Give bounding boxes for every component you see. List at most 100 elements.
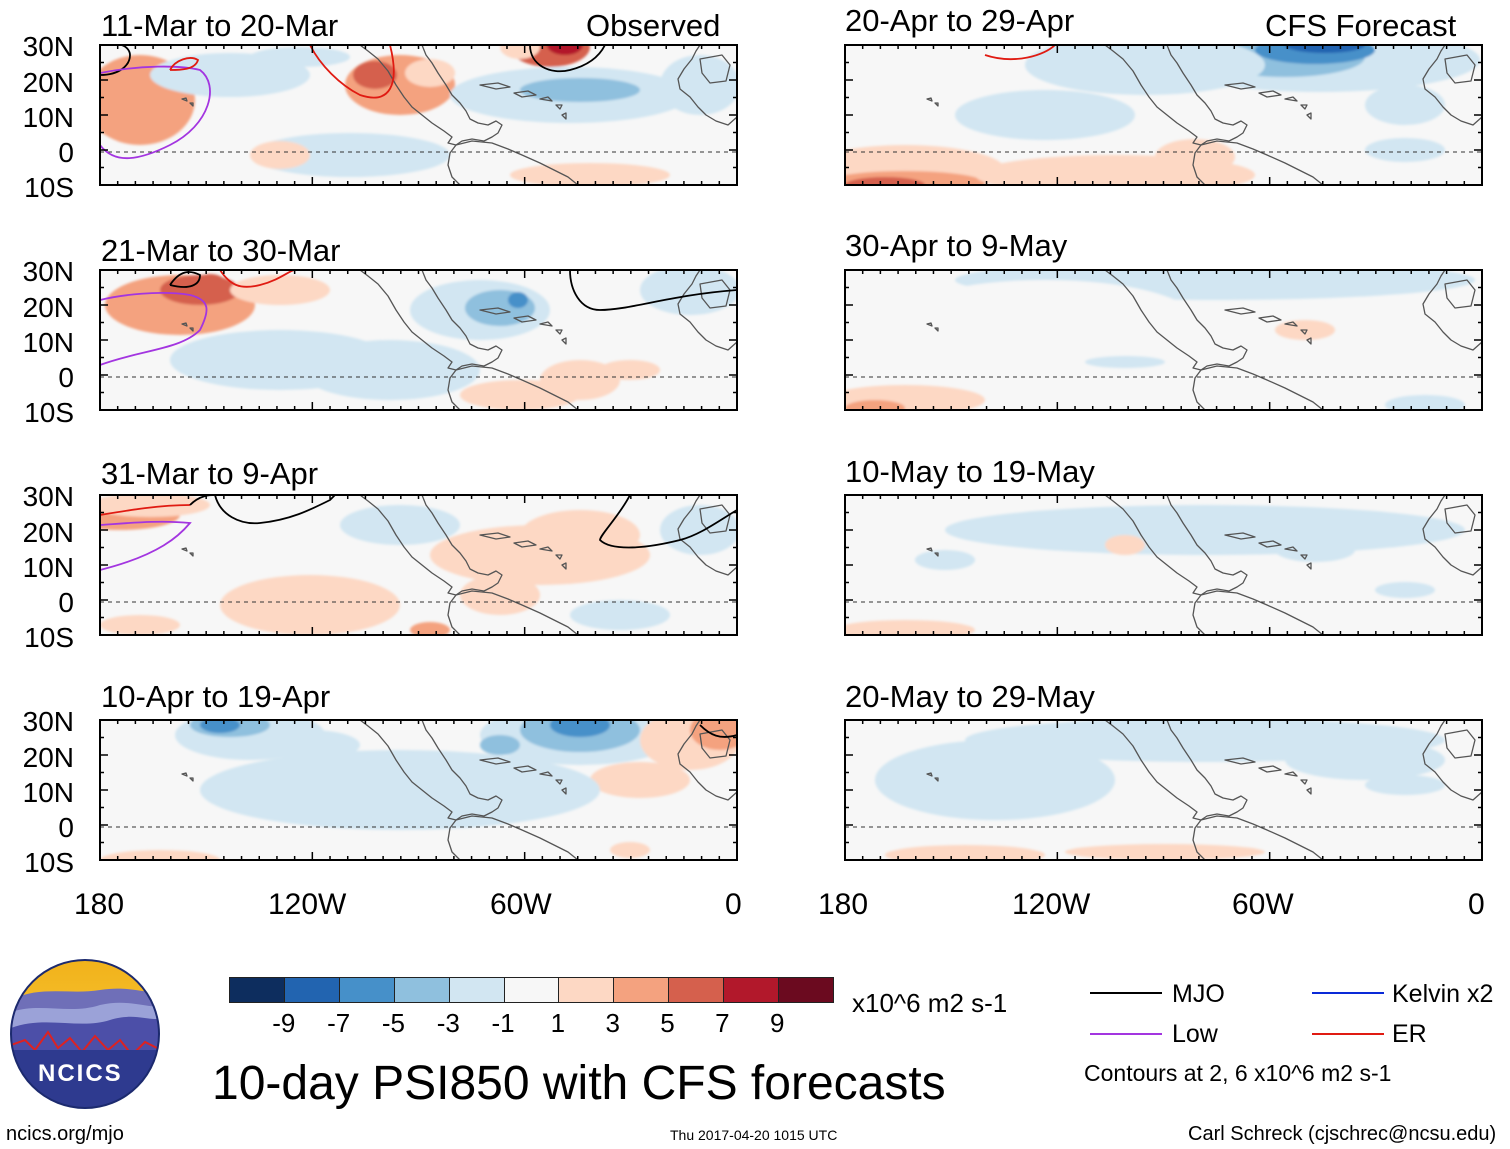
colorbar-tick-label: -7 <box>327 1008 351 1038</box>
contour-mjo <box>529 45 606 73</box>
lat-label-10n: 10N <box>22 552 74 583</box>
anomaly-shading <box>300 340 480 400</box>
legend-line-mjo <box>1090 992 1162 994</box>
anomaly-shading <box>885 845 1045 860</box>
coastline <box>677 270 737 351</box>
coastline <box>479 757 567 795</box>
lat-label-10n: 10N <box>22 102 74 133</box>
anomaly-shading <box>660 55 737 115</box>
coastline <box>359 270 503 371</box>
colorbar-swatch <box>394 978 450 1002</box>
anomaly-shading <box>1105 535 1145 555</box>
anomaly-shading <box>570 600 670 630</box>
coastline <box>447 365 579 410</box>
panel-title-1: 11-Mar to 20-Mar <box>101 8 339 43</box>
legend-label-low: Low <box>1172 1020 1218 1048</box>
contour-er <box>100 504 191 516</box>
contour-low <box>100 292 208 366</box>
anomaly-shading <box>1385 395 1465 410</box>
anomaly-shading <box>1025 45 1265 95</box>
coastline <box>1422 270 1482 351</box>
anomaly-shading <box>845 177 925 185</box>
anomaly-shading <box>1365 85 1445 125</box>
anomaly-shading <box>550 720 610 737</box>
coastline <box>359 495 503 596</box>
coastline <box>447 590 579 635</box>
anomaly-shading <box>610 842 650 858</box>
contour-er <box>219 270 296 288</box>
lat-label-20n: 20N <box>22 292 74 323</box>
anomaly-shading <box>1155 139 1235 175</box>
colorbar-swatch <box>504 978 560 1002</box>
coastline <box>1224 532 1312 570</box>
colorbar-swatch <box>230 978 285 1002</box>
panel-title-5: 20-Apr to 29-Apr <box>845 3 1075 38</box>
contour-er <box>309 45 395 99</box>
footer-url[interactable]: ncics.org/mjo <box>6 1123 124 1145</box>
anomaly-shading <box>1365 138 1445 162</box>
lon-label-120w: 120W <box>268 888 347 921</box>
anomaly-shading <box>895 280 1195 360</box>
contours-note: Contours at 2, 6 x10^6 m2 s-1 <box>1084 1060 1392 1086</box>
anomaly-shading <box>230 275 330 305</box>
anomaly-shading <box>200 750 600 830</box>
anomaly-shading <box>500 45 540 59</box>
anomaly-shading <box>1285 740 1445 780</box>
anomaly-shading <box>640 270 737 315</box>
lon-label-0: 0 <box>1468 888 1485 921</box>
colorbar-tick-label: -9 <box>272 1008 296 1038</box>
lat-label-eq: 0 <box>58 812 74 843</box>
anomaly-shading <box>845 620 975 635</box>
anomaly-shading <box>100 615 180 635</box>
anomaly-shading <box>200 720 240 733</box>
lon-label-0: 0 <box>725 888 742 921</box>
footer-author: Carl Schreck (cjschrec@ncsu.edu) <box>1188 1123 1497 1145</box>
contour-er <box>169 57 200 71</box>
anomaly-shading <box>250 141 310 169</box>
anomaly-shading <box>590 762 690 798</box>
colorbar-swatch <box>724 978 780 1002</box>
coastline <box>1192 365 1324 410</box>
lat-label-10s: 10S <box>24 622 74 653</box>
colorbar-swatch <box>559 978 615 1002</box>
lat-label-10n: 10N <box>22 777 74 808</box>
anomaly-shading <box>220 575 400 635</box>
lat-label-30n: 30N <box>22 31 74 62</box>
coastline <box>1192 140 1324 185</box>
coastline <box>926 772 939 782</box>
colorbar-tick-label: -3 <box>436 1008 460 1038</box>
colorbar-units: x10^6 m2 s-1 <box>852 988 1008 1018</box>
anomaly-shading <box>340 505 460 545</box>
lat-label-30n: 30N <box>22 706 74 737</box>
panel-title-4: 10-Apr to 19-Apr <box>101 679 331 714</box>
anomaly-shading <box>547 45 583 55</box>
anomaly-shading <box>460 575 540 615</box>
colorbar-tick-label: 3 <box>605 1008 620 1038</box>
coastline <box>926 322 939 332</box>
colorbar-tick-label: 5 <box>660 1008 675 1038</box>
contour-er <box>984 45 1056 60</box>
legend-line-kelvin <box>1312 992 1384 994</box>
coastline <box>181 322 194 332</box>
lat-label-30n: 30N <box>22 256 74 287</box>
anomaly-shading <box>660 505 737 555</box>
colorbar-swatch <box>339 978 395 1002</box>
contour-low <box>100 65 211 160</box>
legend-line-low <box>1090 1033 1162 1035</box>
anomaly-shading <box>600 360 660 380</box>
colorbar-tick-label: 7 <box>715 1008 730 1038</box>
legend-label-kelvin: Kelvin x2 <box>1392 980 1494 1008</box>
coastline <box>1224 307 1312 345</box>
colorbar-tick-label: 1 <box>550 1008 566 1038</box>
anomaly-shading <box>410 622 450 635</box>
coastline <box>677 495 737 576</box>
coastline <box>1192 815 1324 860</box>
panel-tag-forecast: CFS Forecast <box>1265 8 1457 43</box>
anomaly-shading <box>875 740 1115 820</box>
coastline <box>1104 45 1248 146</box>
map-panel-3 <box>99 494 738 636</box>
map-panel-4 <box>99 719 738 861</box>
coastline <box>479 82 567 120</box>
lon-label-180: 180 <box>818 888 869 921</box>
